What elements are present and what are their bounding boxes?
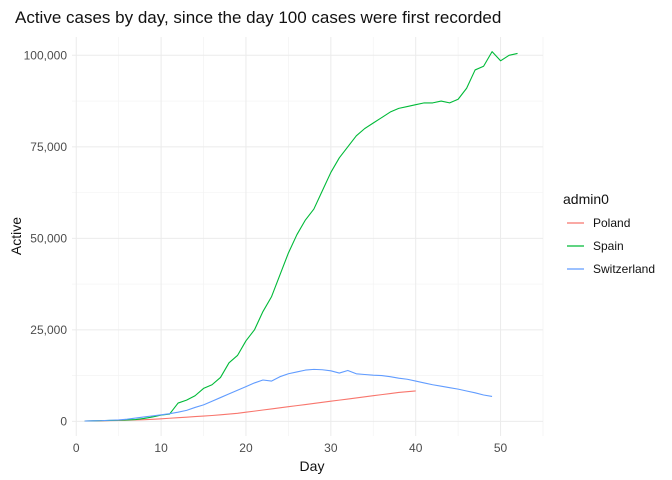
y-tick-label: 100,000 <box>24 48 68 62</box>
legend-label-switzerland: Switzerland <box>593 262 655 276</box>
series-lines <box>84 51 518 422</box>
x-tick-label: 50 <box>494 441 508 455</box>
x-axis-title: Day <box>300 458 325 474</box>
legend-label-spain: Spain <box>593 239 624 253</box>
x-tick-label: 40 <box>409 441 423 455</box>
y-tick-label: 0 <box>60 414 67 428</box>
legend-label-poland: Poland <box>593 216 630 230</box>
series-line-poland <box>84 390 416 422</box>
y-tick-label: 75,000 <box>30 140 67 154</box>
major-gridlines <box>72 37 543 436</box>
x-axis-tick-labels: 0 10 20 30 40 50 <box>73 441 508 455</box>
legend-title: admin0 <box>563 191 609 207</box>
x-tick-label: 30 <box>324 441 338 455</box>
minor-gridlines <box>72 37 544 436</box>
y-axis-tick-labels: 0 25,000 50,000 75,000 100,000 <box>24 48 68 428</box>
y-axis-title: Active <box>8 217 24 255</box>
x-tick-label: 10 <box>154 441 168 455</box>
chart-title: Active cases by day, since the day 100 c… <box>15 8 501 27</box>
y-tick-label: 50,000 <box>30 231 67 245</box>
legend: admin0 Poland Spain Switzerland <box>563 191 655 276</box>
legend-items: Poland Spain Switzerland <box>567 216 655 276</box>
x-tick-label: 0 <box>73 441 80 455</box>
series-line-spain <box>84 51 518 422</box>
series-line-switzerland <box>84 368 493 422</box>
y-tick-label: 25,000 <box>30 323 67 337</box>
x-tick-label: 20 <box>239 441 253 455</box>
